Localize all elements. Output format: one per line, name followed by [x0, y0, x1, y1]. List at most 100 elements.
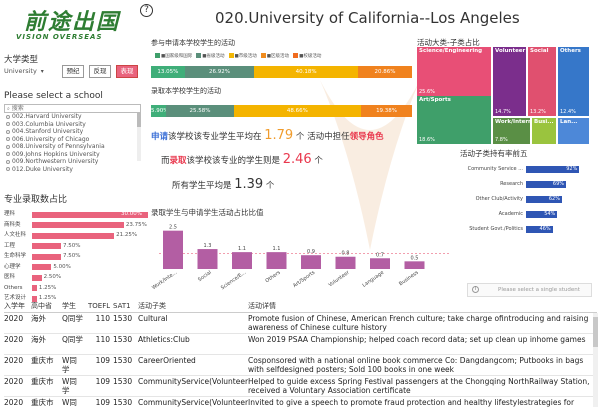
major-pct-label: 5.00%: [53, 263, 71, 270]
table-row[interactable]: 2020 海外 Q同学 110 1530 Athletics:Club Won 2019 P…: [4, 334, 597, 355]
treemap-cell[interactable]: Science/Engineering 25.6%: [417, 47, 491, 96]
help-icon[interactable]: ?: [140, 4, 153, 17]
major-bar-row[interactable]: 人文社科 21.25%: [4, 232, 147, 239]
school-option-label: 008.University of Pennsylvania: [12, 143, 105, 150]
filter-button-label: 预纪: [66, 67, 80, 75]
ratio-bar[interactable]: [404, 261, 425, 269]
stack-segment[interactable]: 26.92%: [184, 66, 255, 78]
activity-bar-row[interactable]: Research 69%: [460, 180, 590, 188]
table-header-cell[interactable]: 学生: [62, 302, 76, 310]
major-name: 医科: [4, 274, 16, 280]
major-bar-row[interactable]: 医科 2.50%: [4, 274, 147, 281]
scrollbar-thumb[interactable]: [593, 317, 598, 347]
radio-icon[interactable]: [6, 137, 10, 141]
ratio-bar[interactable]: [266, 252, 287, 269]
major-bar-row[interactable]: 理科 30.00%: [4, 211, 148, 218]
school-option[interactable]: 009.Johns Hopkins University: [6, 151, 144, 159]
activity-bar-row[interactable]: Community Service ... 92%: [460, 165, 590, 173]
stack-segment[interactable]: 20.86%: [358, 66, 412, 78]
treemap-cell[interactable]: Social 13.2%: [528, 47, 556, 116]
school-option[interactable]: 009.Northwestern University: [6, 158, 144, 166]
table-cell: Helped to guide excess Spring Festival p…: [248, 377, 590, 395]
stat-admitted-value: 2.46: [282, 152, 312, 167]
major-bar-row[interactable]: 商科类 23.75%: [4, 222, 147, 229]
major-bar-row[interactable]: 艺术设计 1.25%: [4, 295, 147, 302]
ratio-value-label: 1.1: [273, 246, 281, 252]
activity-bar-row[interactable]: Other Club/Activity 62%: [460, 195, 590, 203]
major-pct-label: 30.00%: [121, 211, 142, 217]
school-option-label: 006.University of Chicago: [12, 135, 90, 143]
filter-button-2[interactable]: 反现: [89, 65, 111, 78]
school-option[interactable]: 003.Columbia University: [6, 121, 144, 129]
radio-icon[interactable]: [6, 129, 10, 134]
stack-segment[interactable]: 13.05%: [151, 66, 185, 78]
ratio-chart-title: 录取学生与申请学生活动占比比值: [151, 208, 264, 217]
school-option[interactable]: 008.University of Pennsylvania: [6, 143, 144, 151]
activity-bar-row[interactable]: Academic 54%: [460, 210, 590, 218]
treemap-cell[interactable]: Art/Sports 18.6%: [417, 96, 491, 144]
radio-icon[interactable]: [6, 159, 10, 164]
table-cell: Won 2019 PSAA Championship; helped coach…: [248, 335, 586, 344]
school-option[interactable]: 006.University of Chicago: [6, 136, 144, 144]
ratio-value-label: 0.7: [376, 252, 384, 258]
radio-icon[interactable]: [6, 144, 10, 149]
radio-icon[interactable]: [6, 152, 10, 156]
school-option[interactable]: 002.Harvard University: [6, 113, 144, 121]
major-bar-row[interactable]: 心理学 5.00%: [4, 264, 147, 271]
treemap-title: 活动大类-子类占比: [417, 38, 480, 47]
school-option[interactable]: 012.Duke University: [6, 166, 144, 174]
treemap-cell[interactable]: Busi...: [532, 118, 556, 144]
table-header-cell[interactable]: 入学年: [4, 302, 25, 310]
ratio-bar[interactable]: [301, 255, 321, 269]
stack-segment[interactable]: 40.18%: [254, 66, 359, 78]
treemap-cell[interactable]: Volunteer 14.7%: [493, 47, 526, 116]
school-search-input[interactable]: ⌕ 搜索: [4, 104, 141, 113]
major-name: 艺术设计: [4, 295, 27, 301]
table-row[interactable]: 2020 重庆市 W同学 109 1530 CareerOriented Cosponsor…: [4, 355, 597, 376]
ratio-bar[interactable]: [232, 252, 252, 269]
major-bar-row[interactable]: Others 1.25%: [4, 285, 147, 292]
filter-button-1[interactable]: 预纪: [62, 65, 84, 78]
stack-segment[interactable]: 5.90%: [151, 105, 167, 117]
filter-button-3[interactable]: 表现: [116, 65, 138, 78]
treemap-cell[interactable]: Lan...: [558, 118, 589, 144]
stat-all-value: 1.39: [234, 177, 264, 192]
ratio-bar[interactable]: [197, 249, 218, 269]
school-option[interactable]: 004.Stanford University: [6, 128, 144, 136]
stack-segment[interactable]: 25.58%: [166, 105, 234, 117]
radio-icon[interactable]: [6, 114, 10, 119]
university-type-select[interactable]: University ▾: [4, 67, 48, 75]
major-bar-row[interactable]: 生命科学 7.50%: [4, 253, 147, 260]
table-scrollbar[interactable]: [593, 313, 598, 407]
stack-segment[interactable]: 48.66%: [233, 105, 362, 117]
table-cell: Athletics:Club: [138, 335, 190, 344]
scrollbar-thumb[interactable]: [137, 113, 141, 127]
treemap-cell-name: Busi...: [534, 119, 554, 125]
activity-bar: 69%: [526, 180, 567, 188]
logo-text-en: VISION OVERSEAS: [16, 33, 103, 41]
table-header-cell[interactable]: SAT1: [113, 302, 131, 310]
major-name: 心理学: [4, 263, 21, 270]
table-header-cell[interactable]: 活动详情: [248, 302, 276, 310]
major-bar-row[interactable]: 工程 7.50%: [4, 243, 147, 250]
radio-icon[interactable]: [6, 122, 10, 126]
stack-segment[interactable]: 19.38%: [361, 105, 412, 117]
treemap-cell[interactable]: Work/Intern... 7.8%: [493, 118, 530, 144]
activity-bar-row[interactable]: Student Govt./Politics 46%: [460, 225, 590, 233]
ratio-bar[interactable]: [163, 230, 183, 269]
table-header-cell[interactable]: 高中省: [31, 302, 52, 310]
ratio-bar[interactable]: [335, 256, 356, 269]
treemap-cell[interactable]: Others 12.4%: [558, 47, 589, 116]
treemap-cell-pct: 14.7%: [495, 109, 511, 115]
activity-bar: 92%: [526, 165, 580, 173]
ratio-category-label: Social: [197, 270, 213, 283]
table-header-cell[interactable]: 活动子类: [138, 302, 166, 310]
radio-icon[interactable]: [6, 167, 10, 171]
table-row[interactable]: 2020 海外 Q同学 110 1530 Cultural Promote fusion o…: [4, 313, 597, 334]
ratio-bar[interactable]: [370, 258, 390, 269]
school-list-scrollbar[interactable]: [137, 113, 141, 161]
major-pct-label: 1.25%: [38, 295, 57, 301]
table-header-cell[interactable]: TOEFL: [88, 302, 110, 310]
